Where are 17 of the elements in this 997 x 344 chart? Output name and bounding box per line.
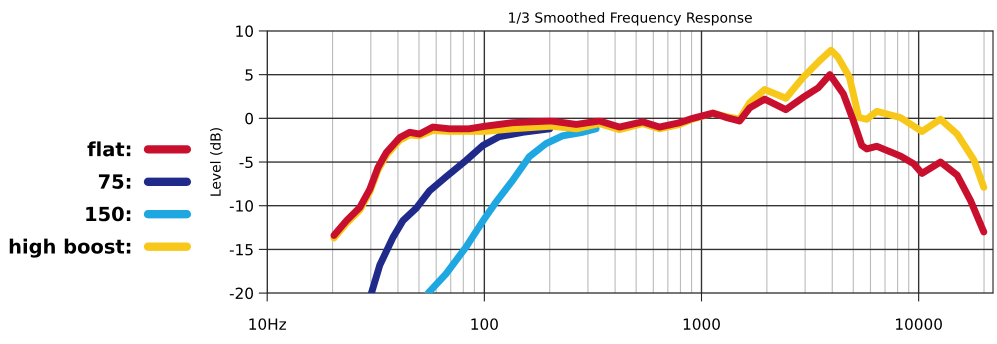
y-tick-label: 0 xyxy=(245,112,253,124)
y-tick-label: 10 xyxy=(236,25,253,37)
x-tick-label: 1000 xyxy=(684,318,720,330)
x-tick-label: 10000 xyxy=(896,318,942,330)
legend-label: 150: xyxy=(86,206,130,222)
y-tick-label: -10 xyxy=(230,200,253,212)
y-tick-label: -5 xyxy=(240,156,253,168)
y-tick-label: -15 xyxy=(230,244,253,256)
legend-label: 75: xyxy=(98,174,130,189)
y-tick-label: -20 xyxy=(230,288,253,300)
x-tick-label: 10Hz xyxy=(249,318,286,330)
y-tick-label: 5 xyxy=(245,69,253,81)
chart-title: 1/3 Smoothed Frequency Response xyxy=(509,12,752,26)
x-tick-label: 100 xyxy=(471,318,498,330)
y-axis-title: Level (dB) xyxy=(210,128,222,196)
legend-label: high boost: xyxy=(10,238,130,258)
legend-label: flat: xyxy=(87,141,130,156)
